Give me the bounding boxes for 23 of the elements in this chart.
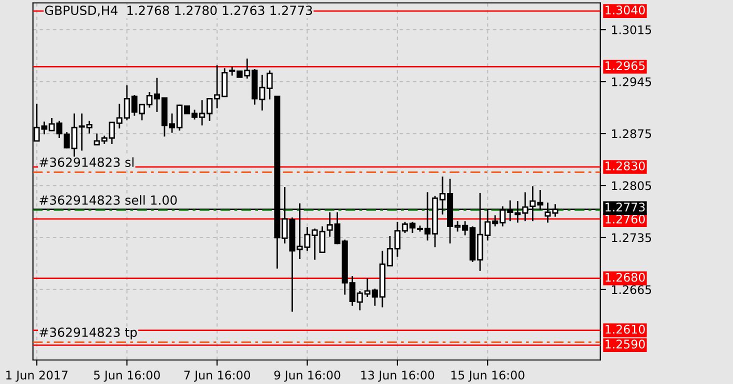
x-tick-label: 15 Jun 16:00 [451, 370, 524, 382]
ref-line-label: 1.3040 [606, 6, 645, 14]
y-tick-label: 1.3015 [612, 25, 652, 34]
y-tick-label: 1.2735 [612, 233, 652, 242]
ref-line-label: 1.2680 [606, 272, 645, 282]
x-tick-label: 13 Jun 16:00 [361, 370, 434, 382]
ref-line-label: 1.2590 [606, 340, 645, 349]
x-tick-label: 7 Jun 16:00 [184, 370, 250, 382]
ref-line-label: 1.2610 [606, 324, 645, 334]
ref-line-label: 1.2965 [606, 61, 645, 70]
x-tick-label: 5 Jun 16:00 [94, 370, 160, 382]
y-tick-label: 1.2945 [612, 77, 652, 86]
y-tick-label: 1.2665 [612, 285, 652, 294]
ref-line-label: 1.2773 [606, 202, 645, 212]
ref-line-label: #362914823 tp [40, 328, 137, 340]
chart-title: GBPUSD,H4 1.2768 1.2780 1.2763 1.2773 [45, 6, 312, 16]
y-tick-label: 1.2805 [612, 181, 652, 190]
y-tick-label: 1.2875 [612, 129, 652, 138]
ref-line-label: 1.2830 [606, 161, 645, 170]
ref-line-label: #362914823 sl [40, 157, 134, 167]
x-tick-label: 1 Jun 2017 [6, 370, 68, 382]
ref-line-label: #362914823 sell 1.00 [40, 195, 177, 205]
x-tick-label: 9 Jun 16:00 [274, 370, 340, 382]
